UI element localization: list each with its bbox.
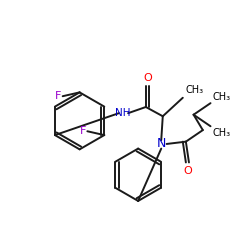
Text: CH₃: CH₃ [213, 128, 231, 138]
Text: CH₃: CH₃ [213, 92, 231, 102]
Text: O: O [183, 166, 192, 175]
Text: F: F [55, 91, 61, 101]
Text: N: N [156, 138, 166, 150]
Text: CH₃: CH₃ [185, 86, 203, 96]
Text: F: F [80, 126, 86, 136]
Text: NH: NH [115, 108, 130, 118]
Text: O: O [143, 73, 152, 83]
